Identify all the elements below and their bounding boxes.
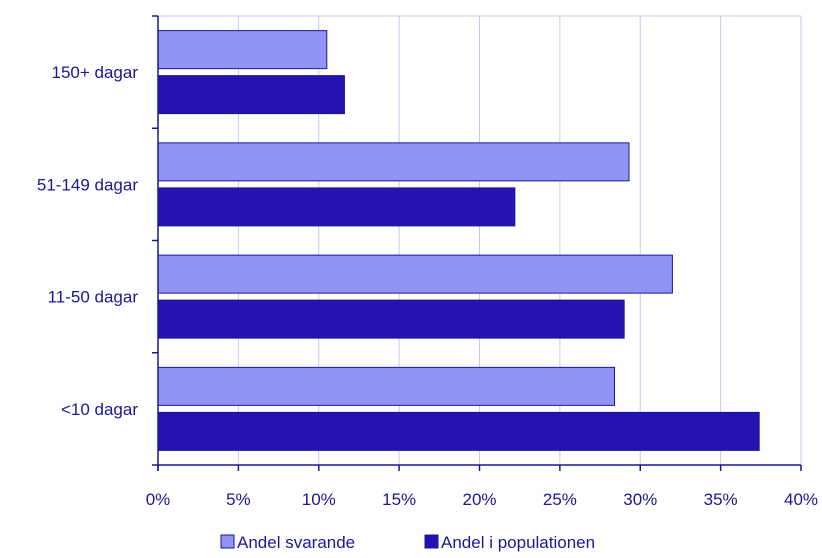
bar-population-1 — [157, 187, 516, 227]
bar-svarande-1 — [157, 142, 630, 182]
x-tick-label-0: 0% — [146, 490, 171, 509]
category-labels: 150+ dagar 51-149 dagar 11-50 dagar <10 dag… — [37, 63, 138, 419]
x-tick-label-1: 5% — [226, 490, 251, 509]
x-tick-label-2: 10% — [302, 490, 336, 509]
x-tick-label-4: 20% — [462, 490, 496, 509]
legend-item-svarande-label: Andel svarande — [237, 533, 355, 552]
bar-svarande-2 — [157, 254, 673, 294]
category-label-2: 11-50 dagar — [48, 288, 139, 307]
bar-svarande-0 — [157, 30, 328, 70]
x-tick-labels: 0% 5% 10% 15% 20% 25% 30% 35% 40% — [146, 490, 818, 509]
axes — [152, 15, 802, 471]
bar-population-2 — [157, 299, 625, 339]
bars — [157, 30, 760, 451]
category-label-1: 51-149 dagar — [37, 175, 138, 194]
bar-population-3 — [157, 411, 760, 451]
legend-item-population-swatch — [424, 534, 439, 549]
bar-population-0 — [157, 75, 345, 115]
legend-item-svarande-swatch — [220, 534, 235, 549]
legend-item-population-label: Andel i populationen — [441, 533, 595, 552]
x-tick-label-8: 40% — [784, 490, 818, 509]
x-tick-label-5: 25% — [543, 490, 577, 509]
legend: Andel svarande Andel i populationen — [220, 533, 595, 552]
x-tick-label-3: 15% — [382, 490, 416, 509]
category-label-0: 150+ dagar — [52, 63, 139, 82]
x-tick-label-7: 35% — [704, 490, 738, 509]
category-label-3: <10 dagar — [61, 400, 138, 419]
bar-svarande-3 — [157, 366, 616, 406]
x-tick-label-6: 30% — [623, 490, 657, 509]
